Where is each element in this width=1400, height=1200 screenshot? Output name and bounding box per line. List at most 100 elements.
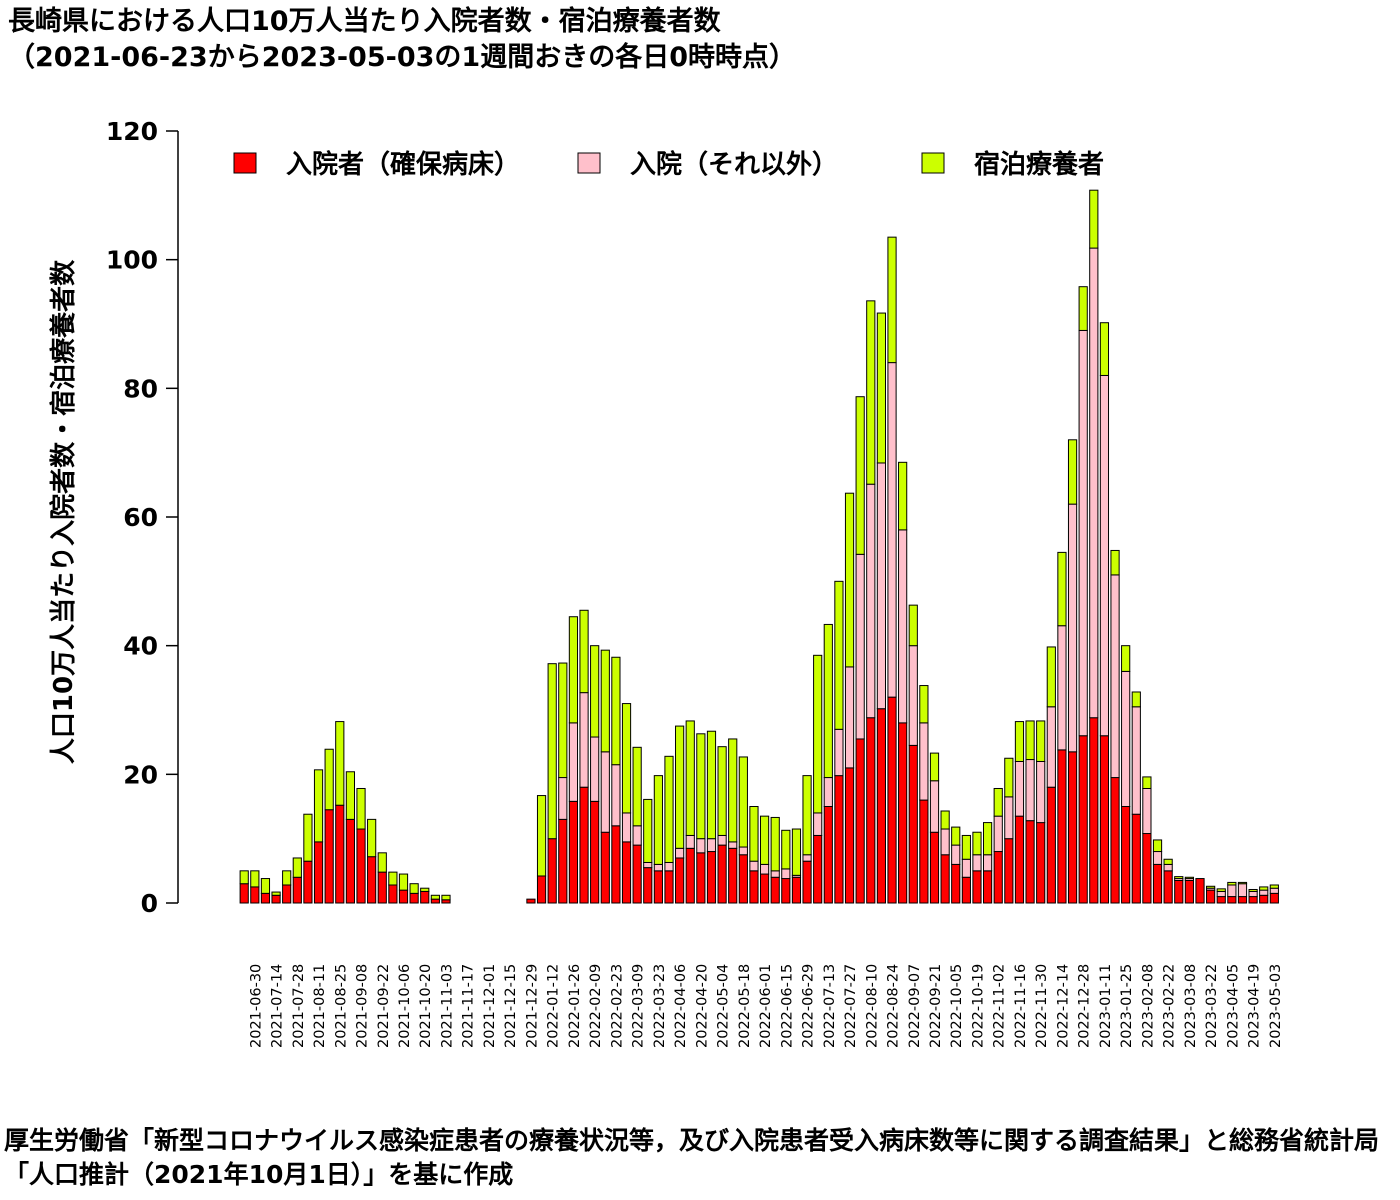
bar-segment <box>398 889 409 904</box>
bar-segment <box>409 892 419 904</box>
legend-label: 入院者（確保病床） <box>286 149 520 180</box>
bar-segment <box>738 846 748 856</box>
legend-swatch <box>921 152 945 174</box>
bar-segment <box>367 818 377 858</box>
bar-segment <box>749 860 759 872</box>
bar-segment <box>1195 878 1205 904</box>
bar-segment <box>983 822 993 856</box>
bar-segment <box>1269 892 1279 904</box>
x-tick-label: 2021-10-20 <box>418 964 434 1048</box>
bar-segment <box>1089 189 1099 249</box>
bar-segment <box>696 838 706 854</box>
bar-segment <box>1057 749 1067 904</box>
bar-segment <box>685 834 695 849</box>
bar-segment <box>632 746 642 827</box>
bar-segment <box>1036 720 1046 762</box>
bar-segment <box>1110 777 1120 904</box>
bar-segment <box>1067 751 1078 904</box>
x-tick-label: 2023-02-08 <box>1140 964 1156 1048</box>
bar-segment <box>961 858 971 878</box>
bar-segment <box>1227 881 1237 886</box>
bar-segment <box>590 736 600 802</box>
bar-segment <box>983 854 993 872</box>
bar-segment <box>398 873 409 891</box>
bar-segment <box>568 616 579 724</box>
bar-segment <box>568 800 579 904</box>
bar-segment <box>1057 551 1067 627</box>
bar-segment <box>303 813 313 862</box>
bar-segment <box>335 721 345 806</box>
bar-segment <box>1206 885 1216 889</box>
bar-segment <box>621 812 632 843</box>
bar-segment <box>908 645 918 746</box>
bar-segment <box>706 730 717 840</box>
bar-segment <box>802 860 812 904</box>
bar-segment <box>781 868 791 880</box>
bar-segment <box>855 396 865 555</box>
bar-segment <box>1110 574 1120 779</box>
bar-segment <box>1227 896 1237 904</box>
x-tick-label: 2021-11-03 <box>439 964 455 1048</box>
bar-segment <box>876 708 886 904</box>
bar-segment <box>834 728 844 777</box>
chart-title: 長崎県における人口10万人当たり入院者数・宿泊療養者数 （2021-06-23か… <box>8 4 796 76</box>
bar-segment <box>738 756 748 848</box>
x-tick-label: 2022-11-30 <box>1034 964 1050 1048</box>
x-tick-label: 2022-01-12 <box>546 964 562 1048</box>
bar-segment <box>600 649 610 753</box>
bar-segment <box>653 863 663 872</box>
bar-segment <box>377 871 387 904</box>
bar-segment <box>1152 851 1163 865</box>
bar-segment <box>420 890 430 904</box>
bar-segment <box>675 857 685 904</box>
bar-segment <box>653 870 663 904</box>
bar-segment <box>1099 735 1110 904</box>
y-tick-label: 40 <box>123 632 158 661</box>
bar-segment <box>282 884 292 904</box>
bar-segment <box>250 870 260 888</box>
bar-segment <box>791 876 802 904</box>
bar-segment <box>1184 876 1194 880</box>
x-tick-label: 2021-08-25 <box>333 964 349 1048</box>
bar-segment <box>908 744 918 904</box>
bar-segment <box>675 847 685 859</box>
bar-segment <box>409 883 419 894</box>
x-tick-label: 2023-04-19 <box>1247 964 1263 1048</box>
legend-swatch <box>577 152 601 174</box>
bar-segment <box>356 828 366 904</box>
bar-segment <box>759 815 770 865</box>
x-tick-label: 2022-11-16 <box>1013 964 1029 1048</box>
bar-segment <box>834 580 844 730</box>
bar-segment <box>887 696 897 904</box>
bar-segment <box>770 816 780 872</box>
bar-segment <box>335 804 345 904</box>
bar-segment <box>1216 890 1226 898</box>
x-tick-label: 2021-09-08 <box>355 964 371 1048</box>
bar-segment <box>271 891 281 896</box>
bar-segment <box>728 841 738 849</box>
bar-segment <box>420 887 430 892</box>
x-tick-label: 2021-06-30 <box>248 964 264 1048</box>
bar-segment <box>1237 881 1248 885</box>
y-tick-label: 20 <box>123 760 158 789</box>
bar-segment <box>929 831 940 904</box>
bar-segment <box>1237 883 1248 898</box>
bar-segment <box>1269 887 1279 894</box>
bar-segment <box>579 692 589 788</box>
x-tick-label: 2022-02-09 <box>588 964 604 1048</box>
x-tick-label: 2021-11-17 <box>461 964 477 1048</box>
x-tick-label: 2022-05-04 <box>716 964 732 1048</box>
bar-segment <box>951 844 961 865</box>
legend-label: 宿泊療養者 <box>974 149 1104 180</box>
bar-segment <box>367 856 377 904</box>
bar-segment <box>951 863 961 904</box>
bar-segment <box>706 838 717 853</box>
bar-segment <box>972 831 982 856</box>
bar-segment <box>547 663 557 840</box>
bar-segment <box>1142 833 1152 904</box>
y-tick-label: 100 <box>106 246 158 275</box>
bar-segment <box>1131 706 1141 815</box>
bar-segment <box>675 725 685 849</box>
bar-segment <box>1078 286 1088 331</box>
bar-segment <box>568 722 579 802</box>
